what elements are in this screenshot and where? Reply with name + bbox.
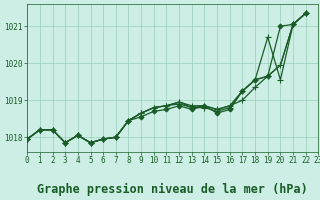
Text: Graphe pression niveau de la mer (hPa): Graphe pression niveau de la mer (hPa) (37, 183, 308, 196)
